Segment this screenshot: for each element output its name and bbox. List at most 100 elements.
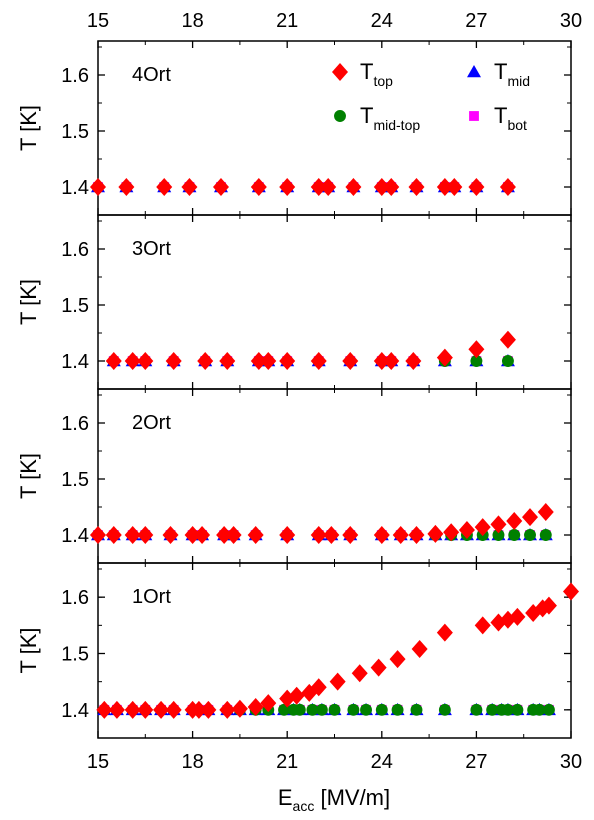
- data-point: [279, 178, 296, 196]
- data-point: [96, 700, 113, 719]
- data-point: [501, 703, 514, 716]
- y-tick-label: 1.6: [61, 413, 89, 435]
- data-point: [323, 526, 340, 544]
- data-point: [391, 703, 404, 716]
- data-point: [329, 672, 346, 691]
- x-tick-label-top: 27: [465, 10, 487, 32]
- data-point: [347, 703, 360, 716]
- data-point: [247, 698, 264, 717]
- x-axis-label: Eacc [MV/m]: [278, 785, 390, 814]
- data-point: [118, 178, 135, 196]
- x-tick-label: 15: [87, 751, 109, 773]
- y-tick-label: 1.5: [61, 295, 89, 317]
- data-point: [509, 607, 526, 626]
- legend-marker: [332, 63, 348, 81]
- data-point: [563, 582, 579, 601]
- y-axis-label: T [K]: [16, 453, 41, 499]
- y-tick-label: 1.5: [61, 644, 89, 666]
- data-point: [137, 700, 154, 719]
- data-point: [436, 623, 453, 642]
- data-point: [468, 178, 485, 196]
- data-point: [443, 523, 460, 542]
- x-tick-label: 30: [560, 751, 582, 773]
- data-point: [310, 178, 327, 196]
- data-point: [436, 178, 453, 196]
- data-point: [370, 658, 387, 677]
- data-point: [499, 610, 516, 629]
- legend-label: Ttop: [360, 59, 393, 89]
- panel-4Ort: 1.4 1.5 1.6 T [K] 4Ort: [16, 40, 572, 216]
- data-point: [310, 352, 327, 370]
- data-point: [184, 526, 201, 544]
- data-point: [165, 352, 182, 370]
- data-point: [250, 352, 267, 370]
- data-point: [194, 526, 211, 544]
- data-point: [342, 352, 359, 370]
- data-point: [542, 703, 555, 716]
- legend-item-mid: Tmid: [467, 59, 530, 89]
- data-point: [153, 700, 170, 719]
- data-point: [315, 703, 328, 716]
- legend-label: Tmid: [494, 59, 530, 89]
- y-tick-label: 1.6: [61, 587, 89, 609]
- series-T_top: [105, 330, 516, 370]
- data-point: [219, 700, 236, 719]
- data-point: [411, 639, 428, 658]
- x-tick-label-top: 18: [181, 10, 203, 32]
- data-point: [181, 178, 198, 196]
- data-point: [524, 529, 536, 541]
- y-tick-label: 1.6: [61, 239, 89, 261]
- x-tick-label: 18: [181, 751, 203, 773]
- data-point: [540, 596, 557, 615]
- series-T_top: [90, 503, 554, 544]
- legend-item-top: Ttop: [332, 59, 393, 89]
- data-point: [408, 526, 425, 544]
- series-T_top: [96, 582, 579, 719]
- data-point: [511, 703, 524, 716]
- data-point: [108, 700, 125, 719]
- data-point: [522, 508, 539, 527]
- data-point: [219, 352, 236, 370]
- data-point: [537, 503, 554, 522]
- data-point: [105, 526, 122, 544]
- panel-2Ort: 1.4 1.5 1.6 T [K] 2Ort: [16, 388, 572, 564]
- data-point: [468, 340, 485, 359]
- data-point: [310, 526, 327, 544]
- data-point: [499, 178, 516, 196]
- data-point: [389, 650, 406, 669]
- data-point: [260, 694, 277, 713]
- y-axis-label: T [K]: [16, 279, 41, 325]
- data-point: [225, 526, 242, 544]
- y-tick-label: 1.4: [61, 700, 89, 722]
- data-point: [293, 703, 306, 716]
- data-point: [405, 352, 422, 370]
- data-point: [533, 703, 546, 716]
- data-point: [90, 178, 106, 196]
- legend-marker: [467, 65, 481, 78]
- panel-label: 3Ort: [132, 238, 171, 260]
- legend-marker: [334, 110, 346, 122]
- y-tick-label: 1.4: [61, 177, 89, 199]
- data-point: [486, 703, 499, 716]
- data-point: [492, 529, 505, 541]
- data-point: [490, 515, 507, 534]
- data-point: [124, 700, 141, 719]
- data-point: [90, 526, 106, 544]
- y-tick-label: 1.6: [61, 65, 89, 87]
- panel-3Ort: 1.4 1.5 1.6 T [K] 3Ort: [16, 214, 572, 390]
- data-point: [470, 703, 483, 716]
- data-point: [260, 352, 277, 370]
- data-point: [137, 352, 154, 370]
- data-point: [162, 526, 179, 544]
- legend-item-bot: Tbot: [469, 103, 527, 133]
- data-point: [373, 178, 390, 196]
- data-point: [247, 526, 264, 544]
- data-point: [506, 512, 523, 530]
- data-point: [458, 520, 475, 539]
- series-T_top: [90, 178, 516, 196]
- x-tick-label-top: 30: [560, 10, 582, 32]
- data-point: [190, 700, 207, 719]
- x-tick-label-top: 21: [276, 10, 298, 32]
- data-point: [508, 529, 521, 541]
